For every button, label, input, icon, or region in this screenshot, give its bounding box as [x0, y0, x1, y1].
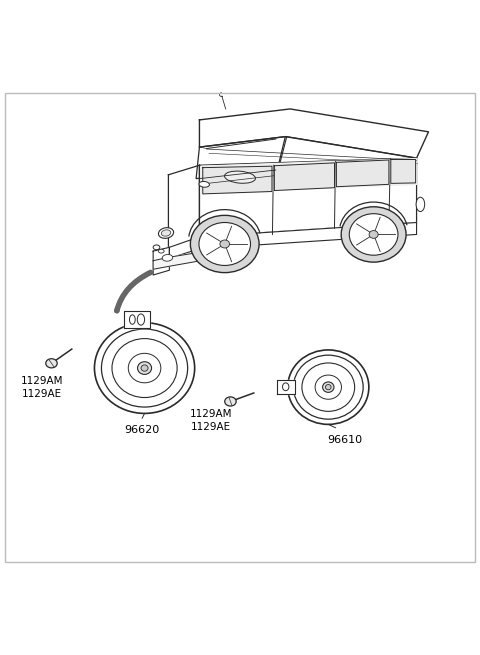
Ellipse shape — [158, 228, 174, 238]
Ellipse shape — [46, 359, 57, 368]
Ellipse shape — [199, 181, 209, 187]
Polygon shape — [199, 109, 429, 158]
Ellipse shape — [349, 214, 398, 255]
Polygon shape — [168, 165, 199, 249]
Polygon shape — [276, 380, 295, 394]
Ellipse shape — [341, 207, 406, 262]
Ellipse shape — [323, 382, 334, 392]
Ellipse shape — [191, 215, 259, 272]
Polygon shape — [196, 137, 285, 179]
Ellipse shape — [199, 223, 251, 265]
Ellipse shape — [220, 240, 229, 248]
Ellipse shape — [153, 245, 160, 250]
Ellipse shape — [137, 314, 144, 325]
Ellipse shape — [161, 230, 171, 236]
Polygon shape — [201, 159, 417, 193]
Polygon shape — [169, 223, 417, 258]
Ellipse shape — [287, 349, 370, 425]
Ellipse shape — [225, 171, 255, 183]
Polygon shape — [275, 163, 335, 191]
Ellipse shape — [225, 397, 236, 406]
Ellipse shape — [162, 254, 173, 261]
Polygon shape — [279, 137, 417, 184]
Ellipse shape — [130, 315, 135, 324]
Ellipse shape — [416, 197, 425, 212]
Ellipse shape — [158, 250, 164, 253]
Ellipse shape — [93, 322, 196, 415]
Polygon shape — [336, 160, 389, 187]
Polygon shape — [391, 160, 416, 183]
Ellipse shape — [283, 383, 289, 390]
Polygon shape — [203, 166, 272, 194]
Polygon shape — [153, 252, 201, 269]
Text: 96610: 96610 — [327, 435, 362, 445]
Text: 1129AM
1129AE: 1129AM 1129AE — [190, 409, 233, 432]
FancyArrowPatch shape — [117, 272, 151, 310]
Ellipse shape — [325, 384, 331, 390]
Polygon shape — [153, 248, 169, 275]
Ellipse shape — [369, 231, 378, 238]
Polygon shape — [199, 158, 417, 237]
Ellipse shape — [138, 362, 152, 375]
Ellipse shape — [141, 365, 148, 371]
Text: 96620: 96620 — [124, 425, 160, 436]
Polygon shape — [124, 311, 150, 328]
Text: 1129AM
1129AE: 1129AM 1129AE — [21, 375, 63, 399]
